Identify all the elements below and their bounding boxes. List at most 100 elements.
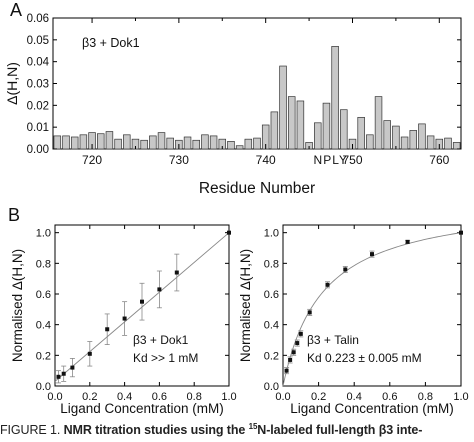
- bar: [374, 96, 383, 150]
- bar: [392, 125, 400, 150]
- y-tick-label: 0.6: [36, 289, 51, 301]
- y-tick-label: 1.0: [264, 228, 279, 240]
- bar: [426, 135, 435, 150]
- data-point: [298, 331, 303, 336]
- annotation-a: β3 + Dok1: [82, 36, 140, 50]
- panel-b-talin: 0.00.20.40.60.81.00.0 0.2 0.4 0.6 0.8 1.0Liga…: [238, 224, 469, 416]
- legend-text: Kd >> 1 mM: [133, 351, 198, 365]
- x-tick-label-a: 720: [82, 153, 102, 167]
- bar: [244, 138, 253, 150]
- bar: [166, 137, 174, 150]
- bar: [201, 134, 209, 150]
- panel-label-a: A: [10, 0, 22, 20]
- x-tick-label: 0.2: [311, 391, 326, 403]
- data-point: [291, 350, 296, 355]
- bar: [270, 111, 279, 150]
- x-tick-label-a: 760: [429, 153, 449, 167]
- y-tick-label: 0.6: [264, 289, 279, 301]
- y-tick-label-a: 0.05: [27, 35, 49, 47]
- y-axis-label: Normalised Δ(H,N): [10, 249, 25, 362]
- y-tick-label-a: 0.03: [27, 79, 49, 91]
- x-tick-label: 1.0: [453, 391, 468, 403]
- y-tick-label-a: 0.02: [27, 100, 49, 112]
- plot-frame: [282, 224, 462, 387]
- bar-nply: [340, 109, 348, 150]
- y-tick-label: 0.8: [36, 258, 51, 270]
- sequence-label: NPLY: [314, 153, 348, 167]
- bar: [279, 65, 287, 150]
- y-tick-label-a: 0.00: [27, 144, 49, 156]
- bar: [409, 130, 417, 150]
- plot-frame: [54, 224, 230, 387]
- panel-b-dok1: 0.00.20.40.60.81.00.0 0.2 0.4 0.6 0.8 1.0Liga…: [10, 224, 237, 416]
- data-point: [61, 371, 66, 376]
- bar: [366, 134, 374, 150]
- bar: [357, 116, 365, 150]
- data-point: [459, 230, 463, 235]
- bar: [227, 141, 235, 150]
- bar: [400, 136, 409, 150]
- x-tick-label-a: 730: [169, 153, 189, 167]
- x-tick-label: 0.0: [275, 391, 290, 403]
- data-point: [174, 270, 179, 275]
- panel-label-b: B: [8, 205, 20, 225]
- legend-text: β3 + Dok1: [133, 333, 189, 347]
- bar-nply: [322, 102, 331, 150]
- bar: [192, 139, 200, 150]
- y-tick-label: 1.0: [36, 228, 51, 240]
- data-point: [405, 239, 410, 244]
- caption-lead: FIGURE 1.: [0, 423, 64, 437]
- x-tick-label-a: 750: [342, 153, 362, 167]
- caption-bold-post: N-labeled full-length β3 inte-: [257, 423, 423, 437]
- data-point: [122, 316, 127, 321]
- data-point: [56, 374, 61, 379]
- bar: [444, 137, 452, 150]
- bar: [79, 134, 88, 150]
- y-axis-label-a: Δ(H,N): [4, 62, 20, 105]
- caption-superscript: 15: [248, 422, 258, 431]
- y-tick-label-a: 0.04: [27, 57, 50, 69]
- bar: [253, 137, 261, 150]
- bar: [70, 136, 79, 150]
- bar: [452, 142, 461, 150]
- caption-bold-pre: NMR titration studies using the: [63, 423, 249, 437]
- data-point: [87, 351, 92, 356]
- bar: [149, 135, 157, 150]
- bar: [296, 100, 305, 150]
- x-tick-label: 0.0: [47, 391, 62, 403]
- x-tick-label: 0.6: [382, 391, 397, 403]
- figure-caption: FIGURE 1. NMR titration studies using th…: [0, 419, 474, 442]
- data-point: [325, 282, 330, 287]
- y-tick-label: 0.8: [264, 258, 279, 270]
- y-tick-label-a: 0.01: [27, 122, 49, 134]
- bar: [97, 133, 105, 150]
- data-point: [295, 341, 300, 346]
- bar: [114, 138, 122, 150]
- data-point: [370, 252, 374, 257]
- x-tick-label-a: 740: [256, 153, 276, 167]
- data-point: [140, 299, 144, 304]
- legend-text: Kd 0.223 ± 0.005 mM: [307, 351, 422, 365]
- data-point: [227, 230, 231, 235]
- x-tick-label: 0.2: [82, 391, 97, 403]
- x-axis-label: Ligand Concentration (mM): [60, 401, 224, 416]
- bar: [53, 135, 62, 150]
- y-axis-label: Normalised Δ(H,N): [238, 249, 253, 362]
- x-tick-label: 0.6: [152, 391, 167, 403]
- bar: [140, 139, 148, 150]
- panel-a: A 0.00 0.01 0.02 0.03 0.04 0.05 0.06 720 730 740 75…: [4, 0, 462, 197]
- y-tick-label: 0.0: [36, 381, 51, 393]
- y-tick-label: 0.2: [264, 350, 279, 362]
- x-axis-label: Ligand Concentration (mM): [290, 401, 454, 416]
- y-tick-label: 0.4: [36, 320, 51, 332]
- figure: A 0.00 0.01 0.02 0.03 0.04 0.05 0.06 720 730 740 75…: [4, 0, 469, 416]
- x-tick-label: 0.4: [117, 391, 132, 403]
- bar: [383, 120, 391, 150]
- bar: [209, 135, 218, 150]
- data-point: [70, 365, 75, 370]
- bar: [105, 131, 114, 150]
- data-point: [284, 368, 289, 373]
- bar: [183, 136, 192, 150]
- data-point: [105, 327, 110, 332]
- data-point: [157, 287, 162, 292]
